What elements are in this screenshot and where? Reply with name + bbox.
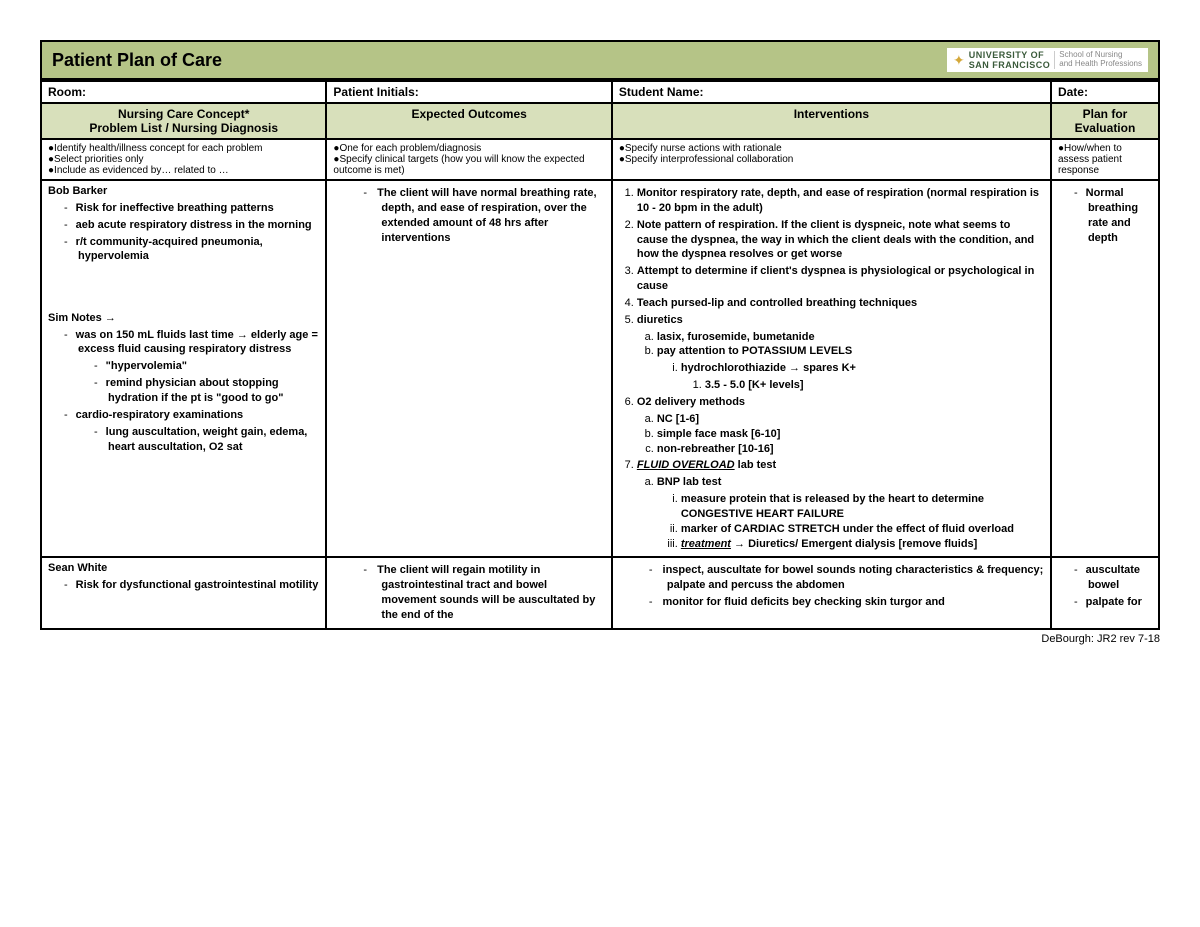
diagnosis-cell-1: Bob Barker Risk for ineffective breathin… xyxy=(41,180,326,557)
logo-text: UNIVERSITY OF SAN FRANCISCO xyxy=(969,50,1051,70)
sub-interventions: ●Specify nurse actions with rationale ●S… xyxy=(612,139,1051,180)
eval-cell-1: Normal breathing rate and depth xyxy=(1051,180,1159,557)
diagnosis-cell-2: Sean White Risk for dysfunctional gastro… xyxy=(41,557,326,628)
sub-evaluation: ●How/when to assess patient response xyxy=(1051,139,1159,180)
outcome-cell-1: The client will have normal breathing ra… xyxy=(326,180,611,557)
university-icon: ✦ xyxy=(953,52,965,69)
intervention-cell-2: inspect, auscultate for bowel sounds not… xyxy=(612,557,1051,628)
header-interventions: Interventions xyxy=(612,103,1051,139)
footer-text: DeBourgh: JR2 rev 7-18 xyxy=(40,630,1160,645)
sub-diagnosis: ●Identify health/illness concept for eac… xyxy=(41,139,326,180)
sub-header-row: ●Identify health/illness concept for eac… xyxy=(41,139,1159,180)
intervention-cell-1: Monitor respiratory rate, depth, and eas… xyxy=(612,180,1051,557)
title-bar: Patient Plan of Care ✦ UNIVERSITY OF SAN… xyxy=(40,40,1160,80)
sim-notes-header: Sim Notes → xyxy=(48,312,116,324)
header-evaluation: Plan for Evaluation xyxy=(1051,103,1159,139)
logo-block: ✦ UNIVERSITY OF SAN FRANCISCO School of … xyxy=(947,48,1148,72)
initials-cell: Patient Initials: xyxy=(326,81,611,103)
student-cell: Student Name: xyxy=(612,81,1051,103)
patient-row-2: Sean White Risk for dysfunctional gastro… xyxy=(41,557,1159,628)
page-title: Patient Plan of Care xyxy=(52,50,222,71)
patient-name: Sean White xyxy=(48,562,107,574)
care-plan-table: Room: Patient Initials: Student Name: Da… xyxy=(40,80,1160,630)
logo-subtext: School of Nursing and Health Professions xyxy=(1054,51,1142,69)
eval-cell-2: auscultate bowel palpate for xyxy=(1051,557,1159,628)
date-cell: Date: xyxy=(1051,81,1159,103)
info-row: Room: Patient Initials: Student Name: Da… xyxy=(41,81,1159,103)
patient-row-1: Bob Barker Risk for ineffective breathin… xyxy=(41,180,1159,557)
outcome-cell-2: The client will regain motility in gastr… xyxy=(326,557,611,628)
sub-outcomes: ●One for each problem/diagnosis ●Specify… xyxy=(326,139,611,180)
header-row: Nursing Care Concept* Problem List / Nur… xyxy=(41,103,1159,139)
patient-name: Bob Barker xyxy=(48,185,107,197)
header-outcomes: Expected Outcomes xyxy=(326,103,611,139)
page-container: Patient Plan of Care ✦ UNIVERSITY OF SAN… xyxy=(40,40,1160,645)
room-cell: Room: xyxy=(41,81,326,103)
header-diagnosis: Nursing Care Concept* Problem List / Nur… xyxy=(41,103,326,139)
